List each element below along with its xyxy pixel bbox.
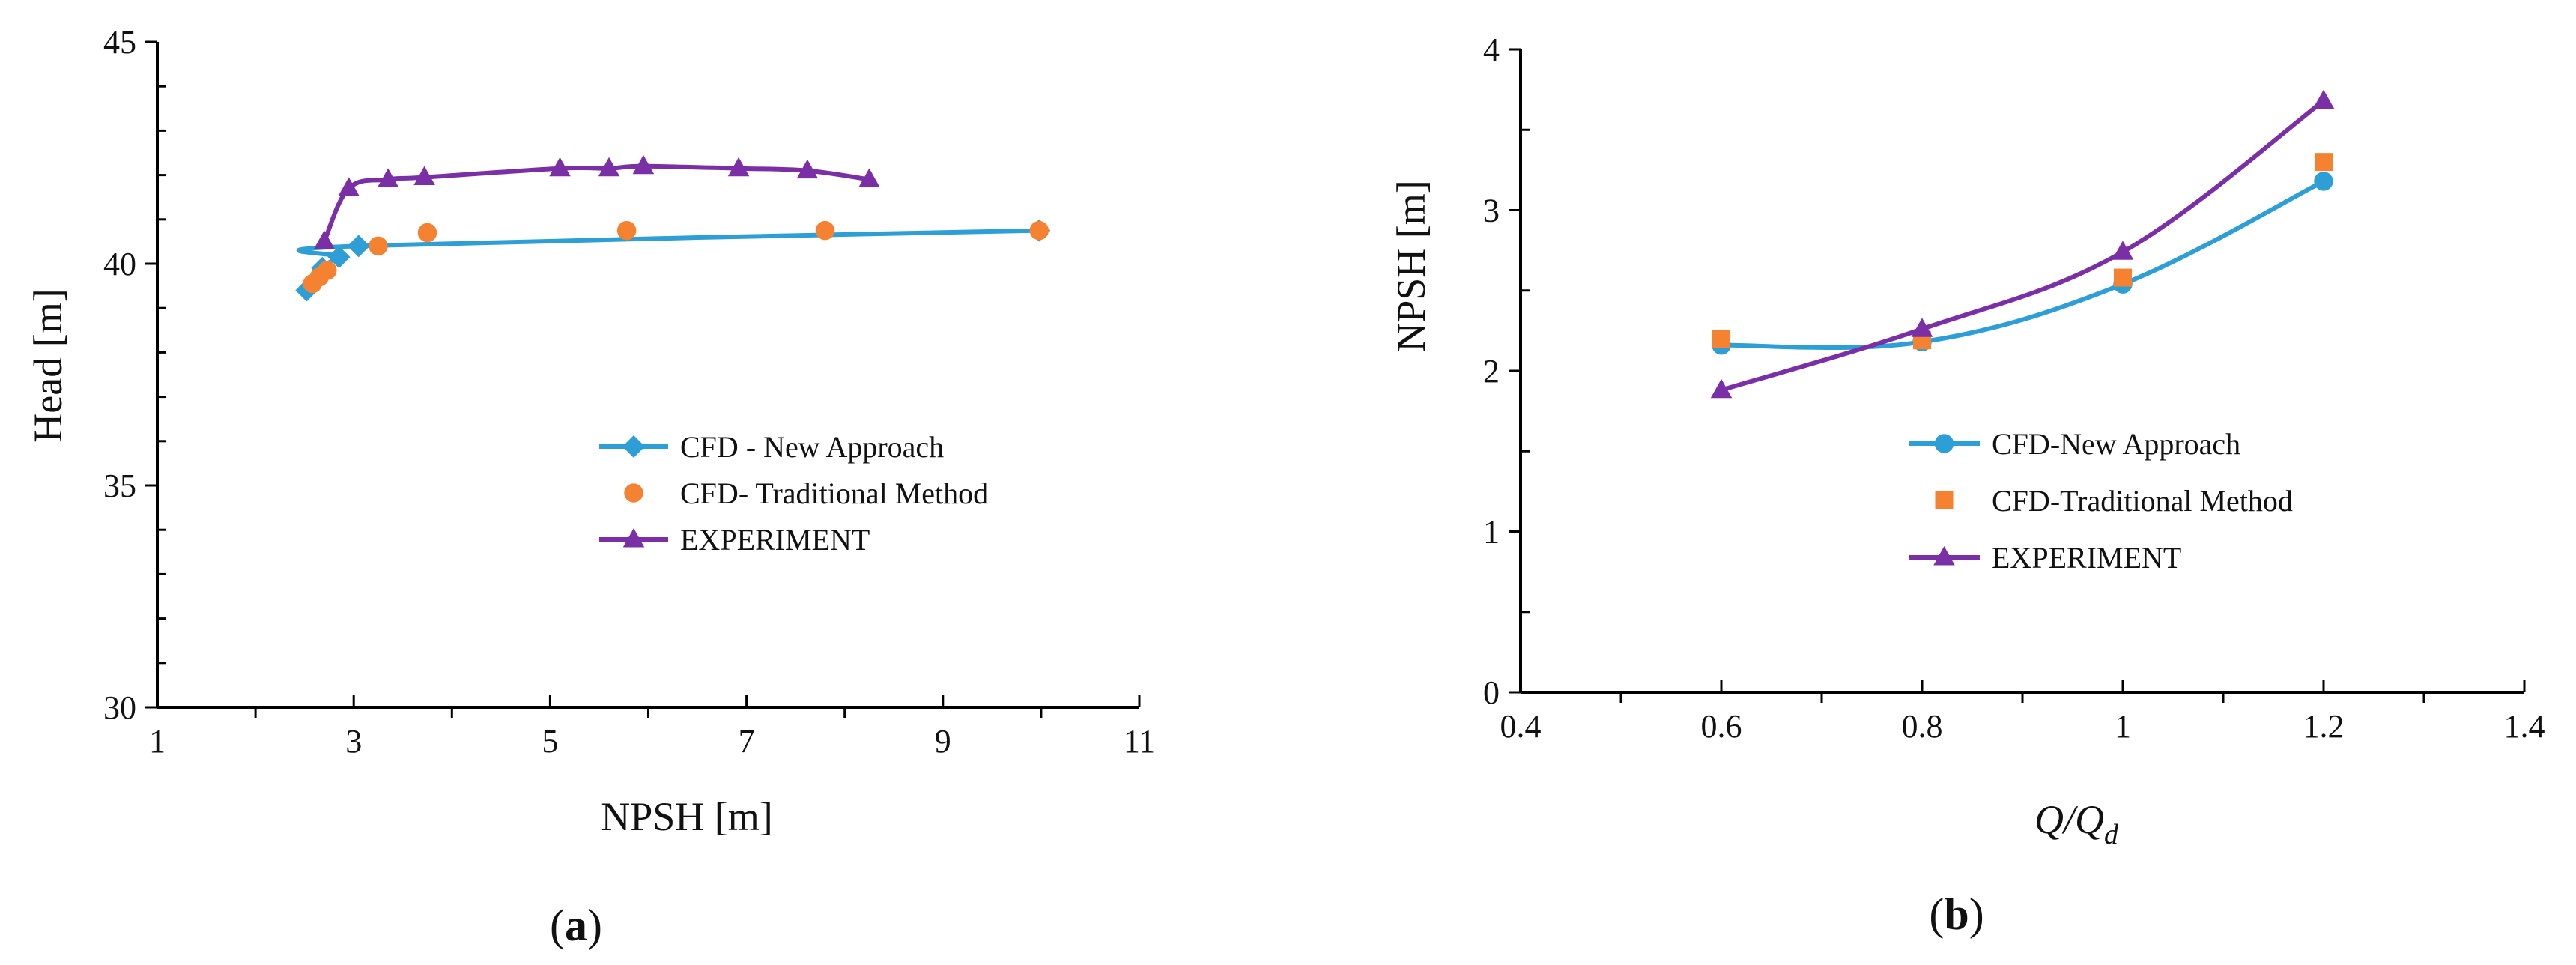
panel-a-series-2-point-2 <box>377 168 399 188</box>
panel-a-series-2-point-8 <box>796 159 819 179</box>
panel-a-x-tick-label: 7 <box>739 723 755 760</box>
panel-a-x-tick-label: 5 <box>542 723 558 760</box>
panel-a-legend-label-0: CFD - New Approach <box>680 430 944 464</box>
panel-a-x-tick-label: 9 <box>935 723 951 760</box>
panel-b-series-2-point-0 <box>1710 378 1733 399</box>
panel-b-x-tick-label: 1.4 <box>2504 708 2545 745</box>
panel-b-x-axis-title: Q/Qd <box>2034 797 2119 850</box>
panel-a-y-tick-label: 35 <box>103 468 136 504</box>
panel-b-series-1-point-0 <box>1712 330 1730 348</box>
panel-b-series-2-point-1 <box>1911 318 1933 337</box>
panel-a-series-2-line <box>322 163 870 243</box>
panel-a-series-0-line <box>296 228 1040 292</box>
panel-a-y-tick-label: 45 <box>103 24 136 61</box>
panel-a-legend-marker-0-point-0 <box>622 435 645 458</box>
panel-a-series-2 <box>313 154 880 249</box>
chart-panel-b: 0.4 0.6 0.8 1 1.2 1.4 0 1 2 3 4 Q/Qd NPSH [m] CFD-… <box>1389 31 2545 939</box>
panel-b-legend-label-1: CFD-Traditional Method <box>1992 484 2293 518</box>
panel-a-x-axis-title: NPSH [m] <box>601 794 773 839</box>
panel-a-series-1-point-3 <box>369 236 388 256</box>
panel-b-series-0-point-3 <box>2314 172 2333 191</box>
panel-b-tick-labels: 0.4 0.6 0.8 1 1.2 1.4 0 1 2 3 4 <box>1483 31 2545 745</box>
panel-a-series-1-point-2 <box>318 261 337 280</box>
panel-b-legend-marker-0-point-0 <box>1934 434 1954 453</box>
panel-a-series-0 <box>295 219 1051 302</box>
panel-a-series-2-point-4 <box>549 157 571 177</box>
panel-a-series-2-point-1 <box>338 177 360 196</box>
panel-b-series-0 <box>1712 172 2333 355</box>
panel-b-legend-label-2: EXPERIMENT <box>1992 541 2181 575</box>
panel-a-legend-marker-1-point-0 <box>624 483 643 503</box>
panel-b-x-tick-label: 1.2 <box>2303 708 2345 745</box>
panel-b-series-1-point-3 <box>2315 153 2333 172</box>
panel-a-series-1-point-6 <box>815 220 835 241</box>
panel-a-series-1-point-5 <box>616 220 637 241</box>
panel-a-series-1-point-7 <box>1029 220 1049 241</box>
panel-a-series-layer <box>295 154 1051 302</box>
panel-a-y-tick-label: 40 <box>103 246 136 282</box>
panel-a-x-tick-label: 1 <box>149 723 166 760</box>
panel-b-legend-marker-2-point-0 <box>1933 546 1955 566</box>
panel-a-y-axis-title: Head [m] <box>25 288 70 442</box>
panel-b-y-tick-label: 2 <box>1483 353 1500 390</box>
panel-a-legend-item-1: CFD- Traditional Method <box>624 477 988 510</box>
panel-b-legend-item-1: CFD-Traditional Method <box>1935 484 2293 518</box>
panel-b-y-tick-label: 0 <box>1483 674 1500 711</box>
panel-b-legend-marker-1-point-0 <box>1935 491 1954 509</box>
panel-a-series-2-point-9 <box>858 168 880 188</box>
panel-a-x-tick-label: 11 <box>1124 723 1155 760</box>
panel-b-series-2-line <box>1721 99 2325 393</box>
panel-b-axes <box>1509 48 2526 703</box>
panel-b-legend-item-2: EXPERIMENT <box>1909 541 2181 575</box>
panel-b-legend-item-0: CFD-New Approach <box>1909 427 2240 461</box>
panel-a-series-2-point-7 <box>727 157 750 177</box>
panel-a-legend-item-2: EXPERIMENT <box>599 523 870 557</box>
panel-b-x-tick-label: 0.8 <box>1902 708 1943 745</box>
panel-a-y-tick-label: 30 <box>103 689 136 726</box>
panel-a-series-2-point-5 <box>598 157 620 177</box>
panel-b-y-tick-label: 3 <box>1483 193 1500 229</box>
panel-b-series-2 <box>1710 89 2335 399</box>
panel-b-legend-label-0: CFD-New Approach <box>1992 427 2240 461</box>
panel-a-x-tick-label: 3 <box>345 723 362 760</box>
panel-b-series-2-point-3 <box>2312 89 2335 109</box>
panel-b-y-tick-label: 4 <box>1483 31 1500 68</box>
panel-a-axes <box>145 40 1141 718</box>
panel-a-legend-marker-2-point-0 <box>622 528 645 548</box>
panel-a-series-2-point-0 <box>313 230 336 249</box>
panel-b-x-tick-label: 0.4 <box>1500 708 1542 745</box>
panel-a-legend-label-2: EXPERIMENT <box>680 523 870 557</box>
panel-a-series-2-point-6 <box>632 154 655 175</box>
panel-a-label: (a) <box>550 901 602 950</box>
panel-b-x-tick-label: 0.6 <box>1701 708 1742 745</box>
panel-b-y-tick-label: 1 <box>1483 514 1500 551</box>
panel-a-legend-item-0: CFD - New Approach <box>599 430 944 464</box>
panel-b-y-axis-title: NPSH [m] <box>1389 180 1434 352</box>
panel-a-series-1 <box>303 220 1049 294</box>
panel-a-legend-label-1: CFD- Traditional Method <box>680 477 988 510</box>
panel-b-legend: CFD-New Approach CFD-Traditional Method EX… <box>1909 427 2293 575</box>
panel-b-series-2-point-2 <box>2112 241 2134 260</box>
panel-b-x-tick-label: 1 <box>2115 708 2131 745</box>
panel-b-series-0-line <box>1721 179 2325 351</box>
panel-a-legend: CFD - New Approach CFD- Traditional Metho… <box>599 430 988 557</box>
panel-b-series-1-point-2 <box>2114 268 2132 287</box>
panel-a-series-1-point-4 <box>417 223 437 243</box>
panel-a-series-0-point-3 <box>347 235 370 258</box>
panel-b-label: (b) <box>1929 889 1983 939</box>
panel-a-series-2-point-3 <box>413 166 435 186</box>
panel-b-series-layer <box>1710 89 2335 399</box>
panel-a-series-0-point-2 <box>327 246 351 269</box>
